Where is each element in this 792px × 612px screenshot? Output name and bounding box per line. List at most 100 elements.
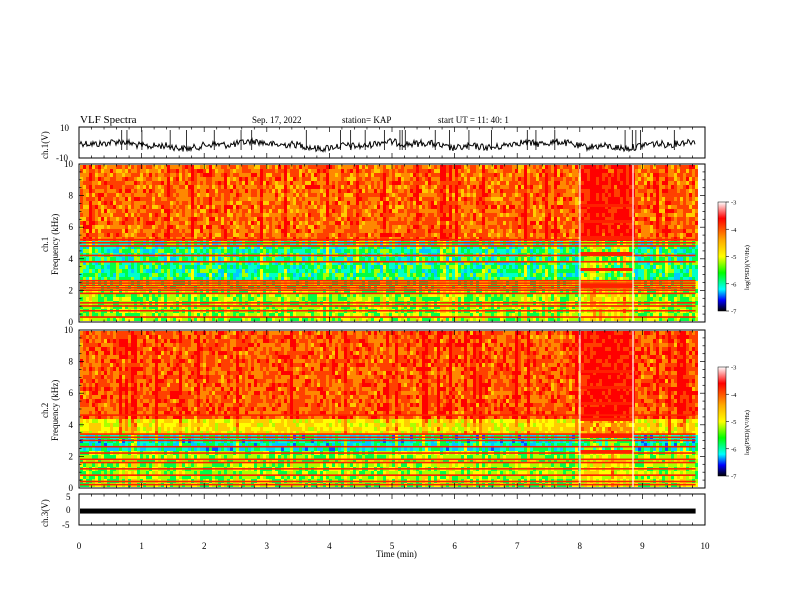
spectrogram-cell [275, 205, 278, 209]
spectrogram-cell [95, 257, 98, 261]
spectrogram-cell [341, 305, 344, 309]
spectrogram-cell [368, 245, 371, 249]
spectrogram-cell [422, 213, 425, 217]
spectrogram-cell [296, 209, 299, 213]
spectrogram-cell [290, 177, 293, 181]
spectrogram-cell [335, 229, 338, 233]
spectrogram-cell [164, 197, 167, 201]
spectrogram-cell [182, 261, 185, 265]
spectrogram-cell [347, 249, 350, 253]
spectrogram-cell [98, 209, 101, 213]
spectrogram-cell [443, 181, 446, 185]
spectrogram-cell [332, 185, 335, 189]
spectrogram-cell [335, 313, 338, 317]
spectrogram-cell [212, 305, 215, 309]
spectrogram-cell [191, 193, 194, 197]
spectrogram-cell [338, 317, 341, 321]
spectrogram-cell [260, 181, 263, 185]
spectrogram-cell [422, 317, 425, 321]
spectrogram-cell [182, 317, 185, 321]
spectrogram-cell [359, 213, 362, 217]
spectrogram-cell [413, 269, 416, 273]
spectrogram-cell [404, 245, 407, 249]
spectrogram-cell [119, 265, 122, 269]
spectrogram-cell [362, 269, 365, 273]
spectrogram-cell [263, 265, 266, 269]
spectrogram-cell [179, 209, 182, 213]
spectrogram-cell [392, 185, 395, 189]
spectrogram-cell [176, 293, 179, 297]
spectrogram-cell [206, 189, 209, 193]
spectrogram-cell [359, 177, 362, 181]
spectrogram-cell [209, 277, 212, 281]
spectrogram-cell [293, 265, 296, 269]
spectrogram-cell [98, 181, 101, 185]
spectrogram-cell [95, 229, 98, 233]
spectrogram-cell [338, 197, 341, 201]
spectrogram-cell [104, 273, 107, 277]
spectrogram-cell [125, 165, 128, 169]
spectrogram-cell [176, 277, 179, 281]
spectrogram-cell [407, 265, 410, 269]
spectrogram-cell [137, 197, 140, 201]
spectrogram-cell [203, 221, 206, 225]
spectrogram-cell [356, 221, 359, 225]
spectrogram-cell [299, 257, 302, 261]
spectrogram-cell [383, 225, 386, 229]
spectrogram-cell [443, 313, 446, 317]
spectrogram-cell [287, 229, 290, 233]
spectrogram-cell [119, 209, 122, 213]
spectrogram-cell [398, 181, 401, 185]
spectrogram-cell [170, 293, 173, 297]
spectrogram-cell [218, 285, 221, 289]
spectrogram-cell [239, 193, 242, 197]
spectrogram-cell [329, 273, 332, 277]
spectrogram-cell [146, 197, 149, 201]
spectrogram-cell [146, 165, 149, 169]
spectrogram-cell [257, 197, 260, 201]
spectrogram-cell [425, 285, 428, 289]
spectrogram-cell [221, 177, 224, 181]
spectrogram-cell [122, 209, 125, 213]
spectrogram-cell [347, 185, 350, 189]
spectrogram-cell [134, 197, 137, 201]
spectrogram-cell [203, 181, 206, 185]
spectrogram-cell [149, 249, 152, 253]
spectrogram-cell [320, 261, 323, 265]
spectrogram-cell [359, 257, 362, 261]
spectrogram-cell [281, 261, 284, 265]
spectrogram-cell [245, 185, 248, 189]
spectrogram-cell [107, 193, 110, 197]
spectrogram-cell [326, 209, 329, 213]
spectrogram-cell [299, 221, 302, 225]
spectrogram-cell [350, 189, 353, 193]
spectrogram-cell [317, 277, 320, 281]
spectrogram-cell [101, 213, 104, 217]
spectrogram-cell [401, 293, 404, 297]
spectrogram-cell [101, 209, 104, 213]
spectrogram-cell [413, 249, 416, 253]
spectrogram-cell [203, 269, 206, 273]
spectrogram-cell [431, 169, 434, 173]
spectrogram-cell [422, 293, 425, 297]
spectrogram-cell [365, 285, 368, 289]
spectrogram-cell [197, 181, 200, 185]
spectrogram-cell [386, 257, 389, 261]
spectrogram-cell [425, 189, 428, 193]
spectrogram-cell [149, 177, 152, 181]
spectrogram-cell [425, 201, 428, 205]
spectrogram-cell [281, 265, 284, 269]
spectrogram-cell [218, 293, 221, 297]
spectrogram-cell [179, 205, 182, 209]
spectrogram-cell [125, 285, 128, 289]
spectrogram-cell [110, 201, 113, 205]
spectrogram-cell [320, 245, 323, 249]
spectrogram-cell [155, 269, 158, 273]
spectrogram-cell [425, 317, 428, 321]
spectrogram-cell [92, 285, 95, 289]
spectrogram-cell [170, 165, 173, 169]
spectrogram-cell [308, 257, 311, 261]
spectrogram-cell [452, 229, 455, 233]
spectrogram-cell [164, 249, 167, 253]
spectrogram-cell [275, 229, 278, 233]
